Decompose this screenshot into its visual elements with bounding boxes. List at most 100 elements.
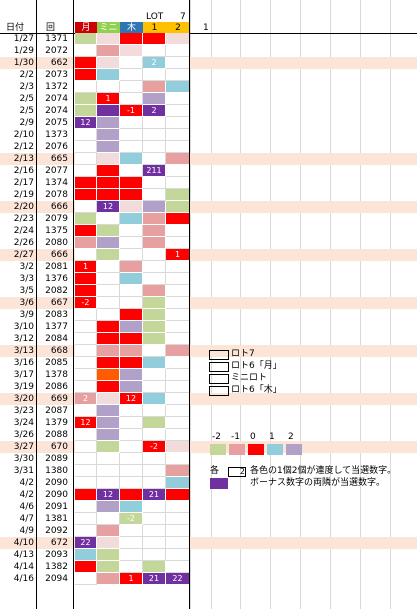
number-cell [120,297,143,309]
number-cell [143,249,166,261]
number-cell [143,501,166,513]
number-cell [120,261,143,273]
header-line [0,33,417,34]
number-cell [166,213,190,225]
number-cell: -1 [120,105,143,117]
number-cell [75,141,97,153]
number-cell [166,297,190,309]
number-cell [143,537,166,549]
round-cell: 1382 [45,562,68,572]
number-cell [120,549,143,561]
number-cell [120,441,143,453]
number-cell [97,225,120,237]
number-cell [97,105,120,117]
lot-label: LOT [146,12,164,22]
header-ミニ: ミニ [97,22,120,33]
number-cell [166,441,190,453]
number-cell [143,45,166,57]
number-cell [166,81,190,93]
number-cell [97,357,120,369]
date-cell: 2/5 [19,106,34,116]
number-cell [166,537,190,549]
round-cell: 1374 [45,178,68,188]
date-cell: 3/5 [19,286,34,296]
number-cell [97,369,120,381]
number-cell [75,45,97,57]
number-cell [120,345,143,357]
round-cell: 2079 [45,214,68,224]
number-cell: 21 [143,489,166,501]
number-cell [97,81,120,93]
round-cell: 670 [50,442,68,452]
date-cell: 2/20 [13,202,34,212]
number-cell [75,549,97,561]
date-cell: 4/16 [13,574,34,584]
number-cell: 2 [143,57,166,69]
round-cell: 1380 [45,466,68,476]
legend-box [209,362,229,372]
legend-label: ロト6「木」 [231,385,282,395]
number-cell [75,177,97,189]
number-cell [166,129,190,141]
number-cell [120,273,143,285]
number-cell [143,177,166,189]
number-cell [143,333,166,345]
round-cell: 2077 [45,166,68,176]
number-cell [75,429,97,441]
number-cell [120,213,143,225]
number-cell [75,561,97,573]
round-cell: 2086 [45,382,68,392]
date-cell: 2/16 [13,166,34,176]
date-cell: 3/10 [13,322,34,332]
number-cell: 12 [97,489,120,501]
number-cell: 2 [75,393,97,405]
note-line-1: 各色の1個2個が連度して当選数字。 [250,466,397,476]
legend-label: ミニロト [231,373,268,383]
number-cell [143,525,166,537]
number-cell [166,429,190,441]
date-cell: 2/27 [13,250,34,260]
number-cell [143,297,166,309]
number-cell [143,513,166,525]
number-cell: -2 [120,513,143,525]
date-cell: 1/29 [13,46,34,56]
date-cell: 2/17 [13,178,34,188]
scale-label: 2 [288,432,294,442]
legend-box [209,350,229,360]
note-prefix: 各 [210,466,220,476]
number-cell [75,381,97,393]
number-cell [97,249,120,261]
date-cell: 3/3 [19,274,34,284]
number-cell [143,129,166,141]
number-cell [75,165,97,177]
number-cell [75,105,97,117]
number-cell [97,45,120,57]
number-cell [97,213,120,225]
note-swatch [210,478,228,489]
number-cell [166,105,190,117]
column-divider [36,0,37,609]
number-cell: -2 [75,297,97,309]
number-cell: 2 [143,105,166,117]
number-cell [166,489,190,501]
number-cell [143,309,166,321]
number-cell [120,501,143,513]
number-cell [166,477,190,489]
number-cell [75,81,97,93]
number-cell [120,69,143,81]
note-line-2: ボーナス数字の両隣が当選数字。 [250,478,386,488]
number-cell [120,93,143,105]
number-cell [97,57,120,69]
round-cell: 2090 [45,490,68,500]
number-cell [166,201,190,213]
date-cell: 3/19 [13,382,34,392]
round-cell: 2088 [45,430,68,440]
round-cell: 2083 [45,310,68,320]
date-cell: 4/10 [13,538,34,548]
round-cell: 668 [50,346,68,356]
number-cell [143,189,166,201]
number-cell [75,357,97,369]
number-cell [97,405,120,417]
number-cell [166,141,190,153]
